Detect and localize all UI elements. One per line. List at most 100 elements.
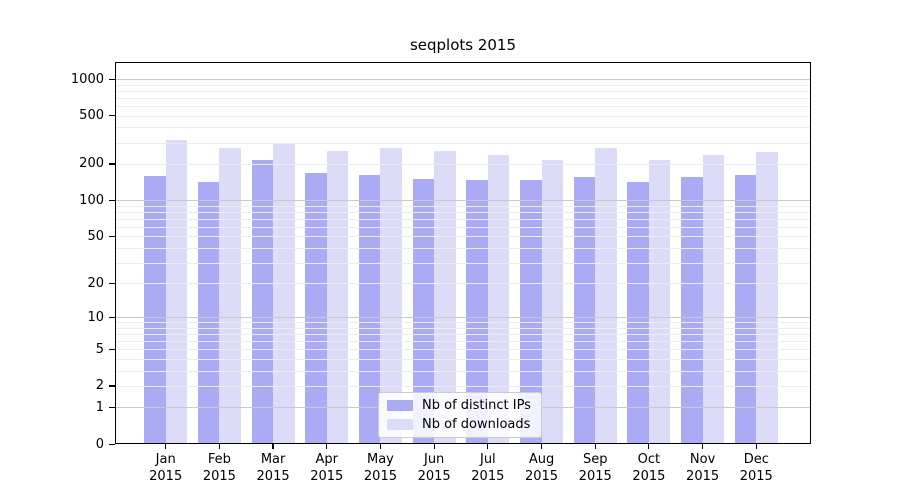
- gridline-700: [115, 97, 811, 99]
- x-axis-tick-label-dec: Dec 2015: [726, 451, 786, 485]
- y-axis-tick-mark: [109, 115, 115, 117]
- x-axis-tick-mark: [702, 444, 704, 449]
- x-axis-month-text: May: [367, 452, 394, 467]
- x-axis-year-text: 2015: [202, 469, 236, 484]
- x-axis-year-text: 2015: [256, 469, 290, 484]
- gridline-400: [115, 127, 811, 129]
- x-axis-month-text: Jun: [423, 452, 445, 467]
- y-axis-tick-label: 20: [87, 275, 104, 291]
- x-axis-tick-label-aug: Aug 2015: [512, 451, 572, 485]
- x-axis-tick-mark: [648, 444, 650, 449]
- gridline-900: [115, 84, 811, 86]
- y-axis-tick-label: 0: [95, 436, 104, 452]
- x-axis-tick-label-may: May 2015: [350, 451, 410, 485]
- x-axis-tick-mark: [218, 444, 220, 449]
- gridline-300: [115, 142, 811, 144]
- bar-distinct-ips-feb: [197, 181, 220, 444]
- x-axis-year-text: 2015: [363, 469, 397, 484]
- y-axis-tick-mark: [109, 163, 115, 165]
- bar-downloads-jan: [165, 140, 188, 444]
- bar-distinct-ips-dec: [734, 174, 757, 444]
- x-axis-year-text: 2015: [632, 469, 666, 484]
- bar-downloads-dec: [756, 151, 778, 444]
- x-axis-tick-label-oct: Oct 2015: [619, 451, 679, 485]
- x-axis-tick-label-jun: Jun 2015: [404, 451, 464, 485]
- x-axis-year-text: 2015: [686, 469, 720, 484]
- x-axis-tick-label-nov: Nov 2015: [673, 451, 733, 485]
- y-axis-tick-mark: [109, 316, 115, 319]
- y-axis-tick-label: 100: [79, 192, 104, 208]
- bar-distinct-ips-oct: [627, 181, 649, 444]
- x-axis-month-text: Aug: [528, 452, 555, 467]
- bar-downloads-nov: [702, 154, 725, 444]
- x-axis-tick-mark: [594, 444, 596, 449]
- x-axis-tick-mark: [487, 444, 489, 449]
- bar-distinct-ips-nov: [681, 176, 703, 444]
- y-axis-tick-mark: [109, 78, 115, 80]
- bar-downloads-apr: [326, 151, 349, 444]
- bar-downloads-sep: [595, 148, 617, 444]
- x-axis-tick-mark: [433, 444, 435, 449]
- y-axis-tick-label: 200: [79, 156, 104, 172]
- y-axis-tick-mark: [109, 443, 115, 445]
- legend-swatch-distinct-ips: [387, 400, 413, 411]
- x-axis-month-text: Jan: [155, 452, 176, 467]
- bar-distinct-ips-mar: [251, 160, 274, 444]
- x-axis-year-text: 2015: [149, 469, 183, 484]
- y-axis-tick-label: 2: [95, 378, 104, 394]
- legend-item: Nb of distinct IPs: [387, 398, 531, 413]
- chart-title: seqplots 2015: [409, 36, 517, 54]
- x-axis-month-text: Dec: [743, 452, 769, 467]
- x-axis-month-text: Oct: [637, 452, 661, 467]
- bar-distinct-ips-apr: [305, 172, 327, 444]
- x-axis-year-text: 2015: [417, 469, 451, 484]
- y-axis-tick-mark: [109, 406, 115, 409]
- bar-distinct-ips-jun: [412, 179, 435, 444]
- bar-distinct-ips-jul: [466, 180, 488, 444]
- x-axis-year-text: 2015: [524, 469, 559, 484]
- y-axis-tick-mark: [109, 199, 115, 201]
- x-axis-tick-label-apr: Apr 2015: [297, 451, 357, 485]
- x-axis-tick-label-mar: Mar 2015: [243, 451, 303, 485]
- x-axis-tick-mark: [540, 444, 543, 449]
- y-axis-tick-label: 1000: [70, 71, 104, 87]
- bar-distinct-ips-may: [358, 174, 381, 444]
- y-axis-tick-mark: [109, 348, 115, 351]
- x-axis-tick-label-jul: Jul 2015: [458, 451, 518, 485]
- y-axis-tick-label: 5: [95, 341, 104, 357]
- x-axis-tick-mark: [379, 444, 382, 449]
- legend-label-distinct-ips: Nb of distinct IPs: [422, 398, 531, 413]
- bar-downloads-oct: [648, 159, 671, 444]
- bar-distinct-ips-sep: [573, 176, 596, 444]
- x-axis-month-text: Nov: [689, 452, 716, 467]
- x-axis-tick-label-sep: Sep 2015: [565, 451, 625, 485]
- x-axis-tick-mark: [326, 444, 328, 449]
- x-axis-tick-label-jan: Jan 2015: [136, 451, 196, 485]
- bar-downloads-aug: [541, 160, 564, 444]
- x-axis-year-text: 2015: [471, 469, 505, 484]
- bar-downloads-may: [380, 147, 402, 444]
- bar-distinct-ips-jan: [144, 175, 166, 444]
- x-axis-month-text: Feb: [207, 452, 231, 467]
- x-axis-month-text: Jul: [479, 452, 496, 467]
- x-axis-tick-mark: [755, 444, 757, 449]
- y-axis-tick-mark: [109, 282, 115, 284]
- y-axis-tick-label: 10: [87, 309, 104, 325]
- x-axis-tick-mark: [165, 444, 167, 449]
- legend-swatch-downloads: [387, 419, 413, 430]
- legend: Nb of distinct IPs Nb of downloads: [378, 392, 542, 438]
- x-axis-year-text: 2015: [578, 469, 612, 484]
- gridline-600: [115, 106, 811, 108]
- bar-downloads-jun: [434, 150, 456, 444]
- bar-downloads-feb: [219, 148, 241, 444]
- x-axis-tick-label-feb: Feb 2015: [189, 451, 249, 485]
- legend-label-downloads: Nb of downloads: [422, 417, 531, 432]
- x-axis-month-text: Mar: [260, 452, 286, 467]
- plot-area: [115, 62, 811, 444]
- x-axis-tick-mark: [272, 444, 274, 449]
- legend-item: Nb of downloads: [387, 417, 531, 432]
- x-axis-year-text: 2015: [310, 469, 344, 484]
- x-axis-month-text: Sep: [582, 452, 608, 467]
- gridline-800: [115, 90, 811, 92]
